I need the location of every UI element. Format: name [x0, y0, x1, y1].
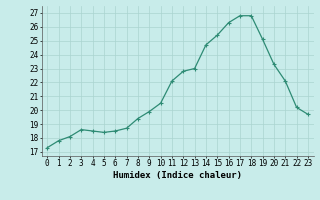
X-axis label: Humidex (Indice chaleur): Humidex (Indice chaleur): [113, 171, 242, 180]
